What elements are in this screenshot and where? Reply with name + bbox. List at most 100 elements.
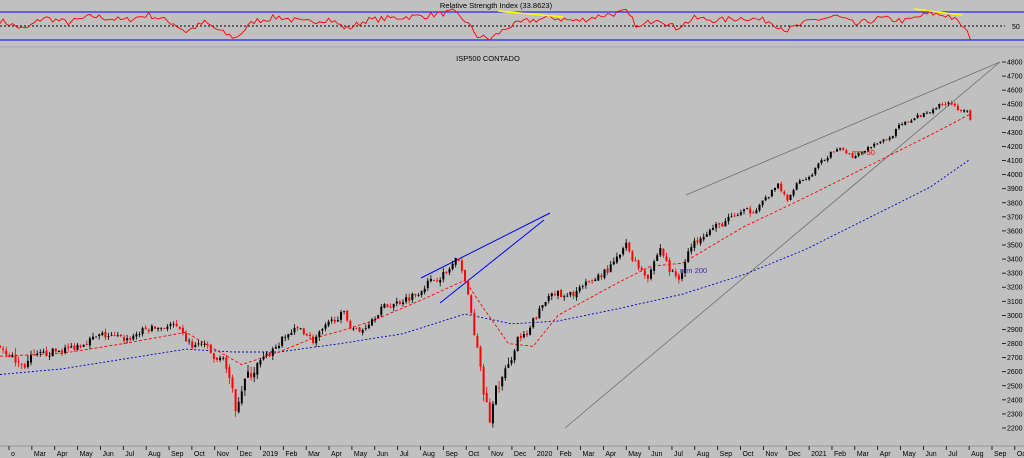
candle-body — [188, 340, 191, 342]
candle-body — [963, 110, 966, 112]
candle-body — [281, 336, 284, 346]
candle-body — [774, 187, 776, 191]
candle-body — [265, 353, 268, 356]
candle-body — [305, 334, 308, 336]
candle-body — [761, 200, 764, 206]
candle-body — [594, 279, 597, 282]
x-tick-label: Feb — [285, 451, 297, 458]
candle-body — [832, 151, 835, 153]
candle-body — [904, 121, 907, 125]
candle-body — [950, 102, 953, 105]
rising-wedge-upper-line — [420, 212, 551, 279]
candle-body — [26, 360, 29, 368]
candle-body — [389, 307, 392, 308]
candle-body — [572, 291, 575, 297]
time-x-axis: o Mar Apr May Jun Jul Aug Sep Oct Nov Dec 2019 Feb Ma… — [0, 445, 1024, 458]
candle-body — [346, 310, 349, 321]
x-tick-label: Oct — [468, 451, 479, 458]
candle-body — [324, 324, 327, 329]
candle-body — [752, 212, 755, 214]
x-tick-label: Aug — [697, 451, 710, 458]
x-tick-label: May — [354, 451, 368, 458]
rising-wedge-lower-line — [439, 219, 545, 304]
mm200-label: mm 200 — [680, 266, 707, 275]
candle-body — [938, 104, 941, 108]
candle-body — [826, 158, 829, 161]
candle-body — [157, 327, 160, 330]
x-tick-label: Jul — [125, 451, 134, 458]
candle-body — [907, 121, 910, 123]
x-tick-label: Mar — [857, 451, 870, 458]
candle-body — [42, 351, 45, 353]
candle-body — [659, 248, 662, 256]
candle-body — [129, 338, 132, 340]
candle-body — [464, 270, 466, 281]
candle-body — [922, 113, 925, 117]
x-tick-label: Aug — [971, 451, 984, 458]
candle-body — [526, 333, 528, 336]
y-tick-label: 4200 — [1007, 144, 1023, 151]
candle-body — [405, 297, 408, 302]
candle-body — [795, 183, 798, 190]
x-tick-label: May — [80, 451, 94, 458]
candle-body — [200, 343, 203, 345]
candle-body — [891, 136, 894, 139]
candle-body — [743, 209, 745, 212]
candle-body — [284, 336, 287, 338]
candle-body — [132, 335, 135, 340]
candle-body — [172, 323, 175, 325]
y-tick-label: 4600 — [1007, 88, 1023, 95]
candle-body — [380, 306, 383, 315]
candle-body — [36, 353, 39, 355]
candle-body — [600, 275, 603, 278]
candle-body — [913, 118, 916, 121]
candle-body — [113, 335, 116, 336]
candle-body — [5, 350, 8, 355]
candle-body — [591, 280, 594, 282]
x-tick-label: Apr — [57, 451, 69, 458]
candle-body — [789, 194, 792, 200]
candle-body — [104, 331, 107, 338]
candle-body — [857, 153, 860, 156]
candle-body — [898, 124, 900, 129]
candle-body — [392, 304, 395, 308]
candle-body — [197, 343, 200, 345]
candle-body — [578, 287, 581, 292]
candle-body — [637, 260, 640, 269]
candle-body — [681, 272, 683, 279]
candle-body — [550, 293, 553, 297]
mm50-line — [0, 113, 971, 366]
candle-body — [417, 295, 420, 296]
candle-body — [823, 159, 826, 161]
candle-body — [250, 373, 253, 378]
candle-body — [166, 326, 169, 329]
candle-body — [718, 223, 721, 225]
candle-body — [253, 372, 256, 378]
candle-body — [321, 329, 324, 331]
candle-body — [11, 355, 14, 357]
candle-body — [879, 141, 882, 144]
y-tick-label: 3600 — [1007, 228, 1023, 235]
candle-body — [687, 251, 690, 263]
candle-body — [48, 355, 51, 357]
x-tick-label: Oct — [1017, 451, 1024, 458]
candle-body — [256, 363, 259, 375]
candle-body — [116, 335, 119, 337]
x-tick-label: 2021 — [811, 451, 827, 458]
candle-body — [194, 344, 197, 348]
candle-body — [8, 355, 11, 358]
candle-body — [584, 281, 587, 286]
candle-body — [278, 345, 280, 348]
x-tick-label: Mar — [34, 451, 47, 458]
candle-body — [612, 261, 615, 265]
candle-body — [76, 344, 79, 350]
candle-body — [730, 216, 733, 218]
candle-body — [61, 350, 63, 353]
x-tick-label: Nov — [765, 451, 778, 458]
candle-body — [634, 260, 637, 262]
candle-body — [408, 297, 411, 301]
candle-body — [932, 109, 935, 114]
rsi-panel: Relative Strength Index (33.8623) 50 — [0, 1, 1024, 41]
candle-body — [203, 343, 206, 345]
